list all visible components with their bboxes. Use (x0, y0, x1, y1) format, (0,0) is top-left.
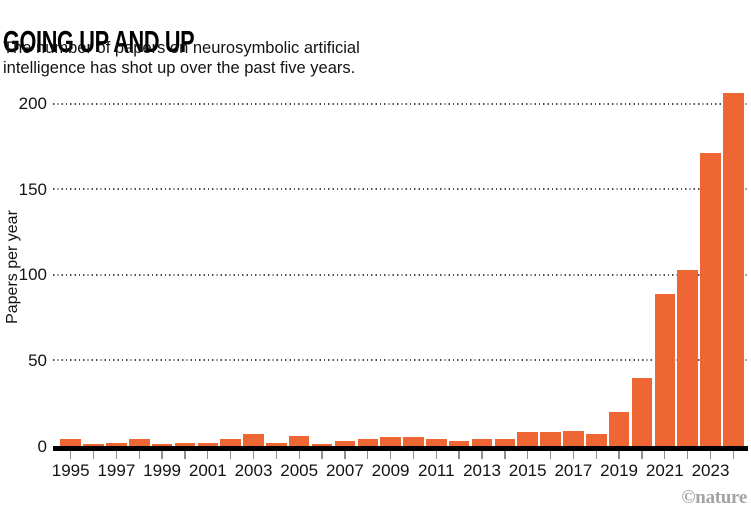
x-tick-label-1997: 1997 (97, 461, 136, 480)
bar-2006 (311, 444, 333, 446)
x-tick-mark-2023 (709, 450, 712, 459)
bar-2004 (266, 442, 287, 446)
bar-2023 (700, 153, 721, 446)
bar-2016 (540, 432, 561, 446)
y-grid-line-150 (53, 188, 748, 191)
x-tick-label-2023: 2023 (691, 461, 730, 480)
x-tick-label-2009: 2009 (371, 461, 410, 480)
bar-2019 (608, 411, 630, 446)
y-tick-label-0: 0 (37, 436, 47, 456)
figure-subtitle-line2: intelligence has shot up over the past f… (3, 59, 356, 77)
y-tick-label-100: 100 (18, 265, 47, 285)
x-tick-label-1995: 1995 (51, 461, 90, 480)
bar-1998 (129, 439, 150, 446)
x-tick-mark-2005 (298, 450, 300, 459)
x-tick-mark-2016 (549, 450, 552, 459)
y-grid-line-200 (53, 102, 748, 105)
bar-2018 (586, 434, 607, 446)
x-tick-mark-2013 (481, 450, 483, 459)
x-tick-mark-2011 (435, 450, 437, 459)
x-tick-mark-2018 (595, 450, 597, 459)
x-tick-mark-2006 (321, 450, 323, 459)
x-tick-mark-2001 (207, 450, 209, 459)
x-tick-mark-2019 (618, 450, 620, 459)
x-tick-label-2017: 2017 (554, 461, 593, 480)
x-tick-mark-2007 (344, 450, 346, 459)
y-tick-label-200: 200 (18, 94, 47, 114)
bar-2005 (288, 435, 310, 446)
bar-1999 (151, 444, 173, 446)
x-tick-mark-2008 (367, 450, 369, 459)
bar-2012 (448, 440, 470, 446)
bar-1995 (60, 439, 81, 446)
bar-2009 (380, 437, 401, 446)
x-tick-label-2007: 2007 (325, 461, 364, 480)
y-grid-line-100 (53, 273, 748, 276)
x-tick-mark-2015 (527, 450, 529, 459)
x-tick-mark-2021 (664, 450, 666, 459)
x-tick-mark-2014 (504, 450, 506, 459)
bar-2017 (563, 430, 584, 446)
x-tick-label-2013: 2013 (463, 461, 501, 480)
x-tick-label-2005: 2005 (280, 461, 319, 480)
x-tick-mark-2012 (458, 450, 460, 459)
figure-title: GOING UP AND UP (3, 23, 195, 59)
figure-subtitle-line1: The number of papers on neurosymbolic ar… (3, 39, 360, 57)
bar-2007 (334, 440, 356, 446)
bar-2024 (723, 93, 744, 446)
bar-2020 (631, 377, 653, 446)
bar-2015 (517, 432, 538, 446)
x-tick-label-2019: 2019 (600, 461, 638, 480)
y-tick-label-150: 150 (18, 179, 47, 199)
x-tick-mark-2020 (641, 450, 643, 459)
x-tick-label-1999: 1999 (143, 461, 181, 480)
x-tick-label-2003: 2003 (234, 461, 273, 480)
x-tick-mark-2010 (412, 450, 415, 459)
x-tick-mark-2002 (229, 450, 232, 459)
y-grid-line-50 (53, 359, 748, 362)
x-tick-label-2001: 2001 (188, 461, 227, 480)
x-tick-label-2015: 2015 (508, 461, 547, 480)
bar-2003 (243, 434, 264, 446)
x-tick-mark-2009 (389, 450, 392, 459)
bar-2011 (426, 439, 447, 446)
x-tick-mark-2017 (572, 450, 575, 459)
bar-1997 (106, 442, 127, 446)
x-tick-mark-1996 (92, 450, 95, 459)
nature-credit: ©nature (681, 487, 747, 508)
bar-2001 (197, 442, 219, 446)
x-tick-mark-2022 (686, 450, 689, 459)
bar-2014 (494, 439, 516, 446)
x-tick-label-2011: 2011 (418, 461, 455, 480)
x-tick-mark-1999 (161, 450, 163, 459)
x-tick-mark-2003 (252, 450, 255, 459)
bar-2021 (654, 293, 676, 446)
bar-2013 (471, 439, 493, 446)
x-tick-mark-2000 (184, 450, 186, 459)
bar-2008 (357, 439, 378, 446)
x-tick-mark-2024 (732, 450, 735, 459)
x-tick-label-2021: 2021 (645, 461, 684, 480)
bar-2002 (220, 439, 241, 446)
x-tick-mark-1997 (115, 450, 118, 459)
x-tick-mark-1998 (138, 450, 140, 459)
bar-1996 (83, 444, 104, 446)
bar-2000 (174, 442, 196, 446)
y-tick-label-50: 50 (28, 350, 47, 370)
x-tick-mark-2004 (275, 450, 278, 459)
x-axis-line (53, 446, 748, 451)
bar-2022 (677, 269, 698, 446)
bar-2010 (403, 437, 424, 446)
x-tick-mark-1995 (70, 450, 72, 459)
